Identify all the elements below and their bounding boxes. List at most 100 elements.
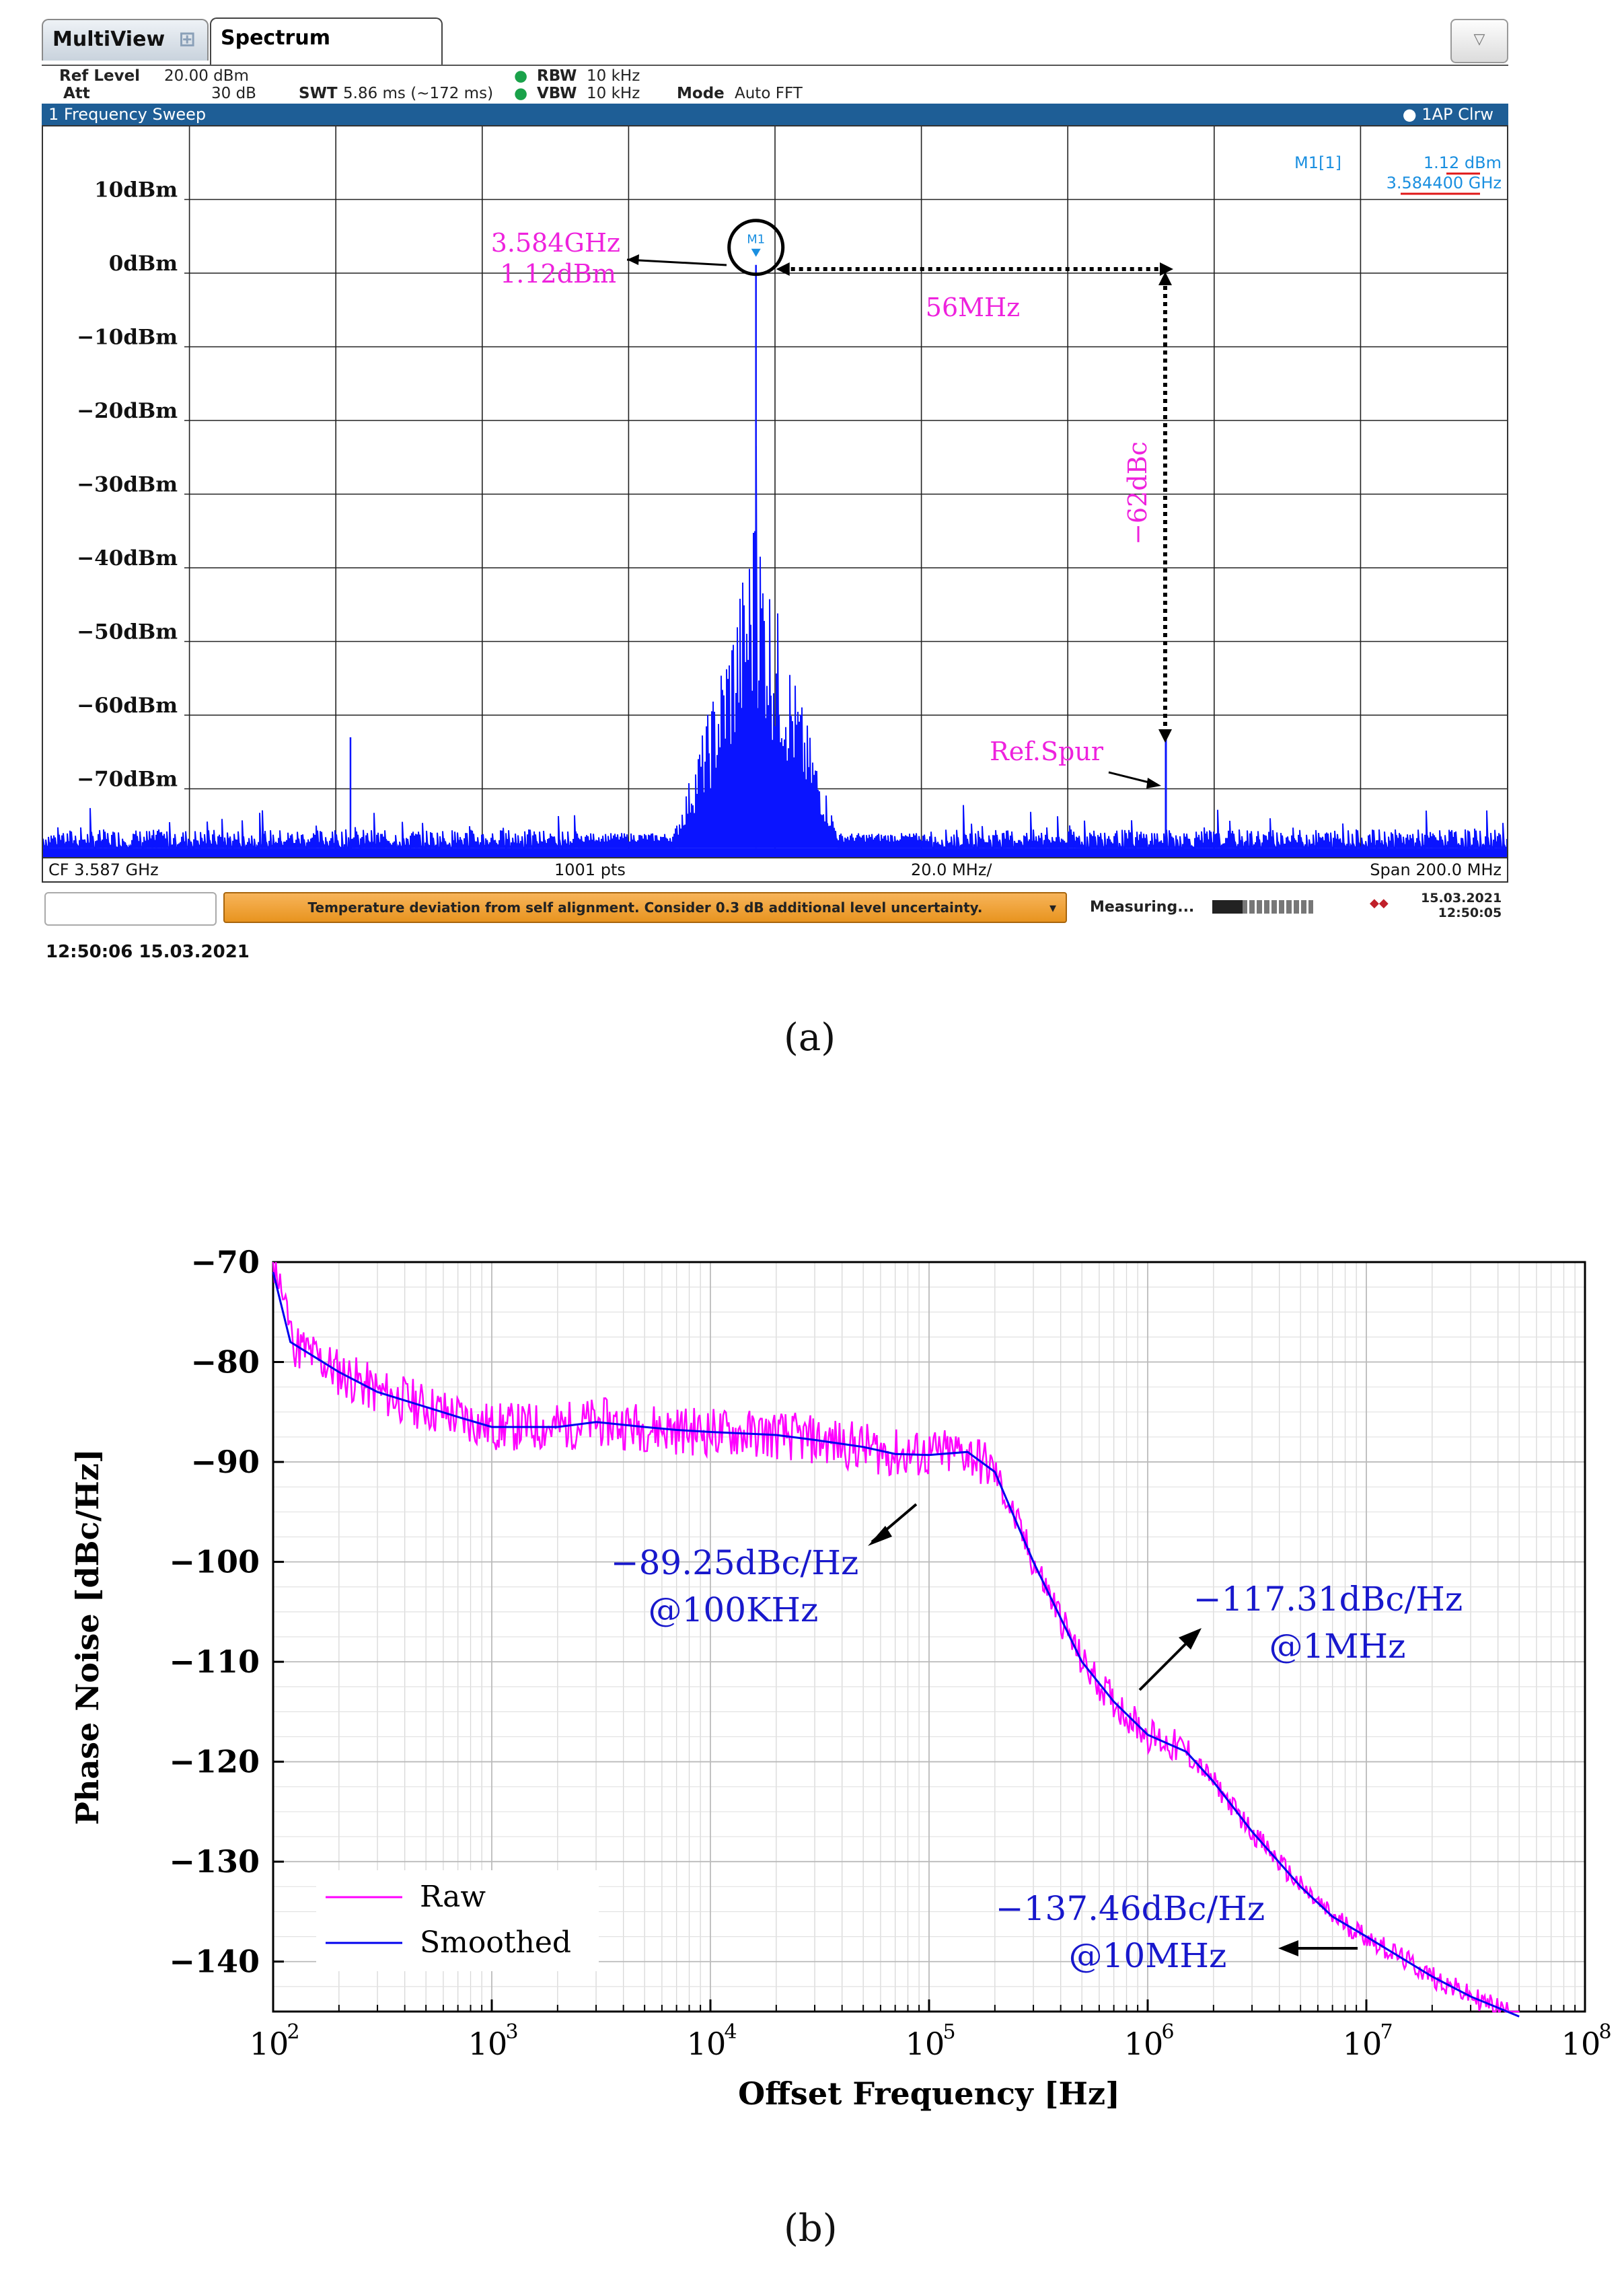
pn-legend-smoothed-label: Smoothed [420, 1925, 571, 1960]
pn-arrowhead-100k [868, 1526, 892, 1546]
marker-level: 1.12 dBm [1424, 153, 1502, 172]
pn-x-tick-label: 10 [687, 2026, 727, 2062]
att-label: Att [63, 85, 90, 102]
spectrum-y-tick-label: −10dBm [77, 326, 178, 350]
spectrum-plot: 10dBm 0dBm −10dBm −20dBm −30dBm −40dBm −50dBm −… [43, 126, 1507, 857]
ref-level-value: 20.00 dBm [164, 67, 249, 85]
spectrum-y-tick-label: 0dBm [109, 252, 178, 276]
marker-name: M1[1] [1294, 153, 1341, 172]
marker-pointer-arrowhead [627, 254, 639, 265]
pn-y-tick-label: −140 [169, 1944, 260, 1980]
spectrum-y-tick-label: −20dBm [77, 399, 178, 423]
rbw-value: 10 kHz [587, 67, 640, 85]
temperature-warning[interactable]: Temperature deviation from self alignmen… [223, 892, 1067, 923]
vbw-indicator-icon: ● [514, 85, 528, 102]
tab-multiview-label: MultiView [52, 28, 165, 51]
pn-y-tick-label: −120 [169, 1744, 260, 1780]
noise-floor-fill [43, 848, 1507, 857]
trace-label-text: 1AP Clrw [1422, 105, 1493, 124]
marker-tag: M1 [747, 233, 765, 247]
mode-label: Mode [677, 85, 725, 102]
vbw-label: VBW [537, 85, 577, 102]
spur-pointer-arrowhead [1146, 778, 1161, 788]
frequency-span: Span 200.0 MHz [1370, 860, 1502, 879]
warning-dropdown-icon: ▾ [1049, 899, 1056, 916]
spectrum-y-tick-label: 10dBm [94, 178, 178, 202]
status-datetime: 15.03.2021 12:50:05 [1421, 891, 1502, 920]
annotation-spur-label: Ref.Spur [990, 737, 1104, 766]
pn-x-tick-label: 10 [1561, 2026, 1601, 2062]
annotation-marker-frequency: 3.584GHz [491, 228, 620, 258]
pn-x-tick-exponent: 6 [1161, 2020, 1174, 2044]
pn-x-tick-label: 10 [906, 2026, 945, 2062]
pn-y-axis-title: Phase Noise [dBc/Hz] [69, 1448, 106, 1825]
annotation-marker-level: 1.12dBm [500, 259, 616, 289]
spur-arrowhead-bottom [1158, 729, 1172, 743]
spur-arrowhead-top [1158, 272, 1172, 285]
pn-x-tick-exponent: 7 [1380, 2020, 1393, 2044]
pn-y-tick-label: −70 [190, 1244, 260, 1280]
vbw-value: 10 kHz [587, 85, 640, 102]
pn-legend-raw-label: Raw [420, 1880, 486, 1914]
pn-annotation-100k-offset: @100KHz [649, 1590, 819, 1629]
offset-arrowhead-right [1160, 262, 1173, 276]
pn-y-tick-label: −90 [190, 1444, 260, 1480]
pn-x-tick-exponent: 4 [724, 2020, 737, 2044]
trace-label: ● 1AP Clrw [1402, 105, 1493, 124]
pn-y-tick-label: −80 [190, 1344, 260, 1380]
offset-arrowhead-left [776, 262, 790, 276]
marker-frequency: 3.584400 GHz [1387, 174, 1502, 192]
sweep-title: 1 Frequency Sweep [48, 105, 207, 124]
spectrum-y-tick-label: −30dBm [77, 473, 178, 497]
phase-noise-chart: 102 103 104 105 106 107 108−70−80−90−100−110−1… [69, 1244, 1612, 2112]
pn-x-tick-exponent: 5 [943, 2020, 955, 2044]
pn-plot-frame [272, 1261, 1586, 2013]
annotation-spur-level: −62dBc [1123, 441, 1152, 545]
temperature-warning-text: Temperature deviation from self alignmen… [307, 899, 983, 916]
rohde-schwarz-logo-icon: ◆◆ [1370, 896, 1389, 910]
caption-a: (a) [784, 1016, 836, 1060]
spectrum-y-tick-label: −60dBm [77, 694, 178, 718]
sweep-title-bar: 1 Frequency Sweep ● 1AP Clrw [42, 104, 1508, 125]
pn-smoothed-series [272, 1272, 1520, 2018]
pn-x-tick-exponent: 3 [505, 2020, 518, 2044]
pn-x-tick-exponent: 8 [1598, 2020, 1611, 2044]
pn-arrowhead-1m [1179, 1628, 1202, 1650]
settings-bar: Ref Level 20.00 dBm Att 30 dB SWT 5.86 m… [42, 65, 1508, 105]
status-date: 15.03.2021 [1421, 891, 1502, 906]
status-input-box[interactable] [44, 892, 217, 926]
chevron-down-icon: ▽ [1473, 31, 1485, 48]
pn-x-tick-label: 10 [250, 2026, 289, 2062]
marker-pointer-arrow [626, 258, 727, 266]
pn-y-tick-label: −110 [169, 1644, 260, 1680]
pn-arrow-1m [1138, 1637, 1192, 1691]
multiview-grid-icon: ⊞ [178, 28, 196, 51]
pn-y-tick-label: −100 [169, 1544, 260, 1580]
spectrum-analyzer-window: MultiView ⊞ Spectrum ▽ Ref Level 20.00 d… [42, 15, 1508, 926]
swt-label: SWT [299, 85, 338, 102]
pn-annotation-100k-value: −89.25dBc/Hz [611, 1543, 859, 1582]
pn-annotation-10m-offset: @10MHz [1069, 1936, 1227, 1975]
measuring-progress-fill [1212, 900, 1243, 914]
frequency-per-division: 20.0 MHz/ [911, 860, 992, 879]
pn-x-tick-label: 10 [1124, 2026, 1164, 2062]
att-value: 30 dB [211, 85, 256, 102]
pn-legend-box [316, 1870, 599, 1971]
spectrum-trace [43, 445, 1507, 850]
spectrum-plot-area: 10dBm 0dBm −10dBm −20dBm −30dBm −40dBm −50dBm −… [42, 125, 1508, 858]
spectrum-y-tick-label: −70dBm [77, 768, 178, 792]
swt-value: 5.86 ms (~172 ms) [343, 85, 494, 102]
tab-spectrum[interactable]: Spectrum [210, 17, 443, 65]
tab-spectrum-label: Spectrum [221, 26, 330, 50]
measuring-progress-bar [1212, 900, 1313, 914]
spectrum-y-tick-label: −50dBm [77, 620, 178, 644]
pn-annotation-10m-value: −137.46dBc/Hz [996, 1889, 1265, 1928]
pn-raw-series [272, 1261, 1520, 2013]
dropdown-button[interactable]: ▽ [1450, 19, 1508, 63]
tab-multiview[interactable]: MultiView ⊞ [42, 19, 209, 61]
status-time: 12:50:05 [1438, 906, 1502, 920]
sweep-points: 1001 pts [554, 860, 626, 879]
rbw-label: RBW [537, 67, 577, 85]
marker-highlight-circle [727, 219, 785, 277]
pn-x-tick-exponent: 2 [287, 2020, 299, 2044]
